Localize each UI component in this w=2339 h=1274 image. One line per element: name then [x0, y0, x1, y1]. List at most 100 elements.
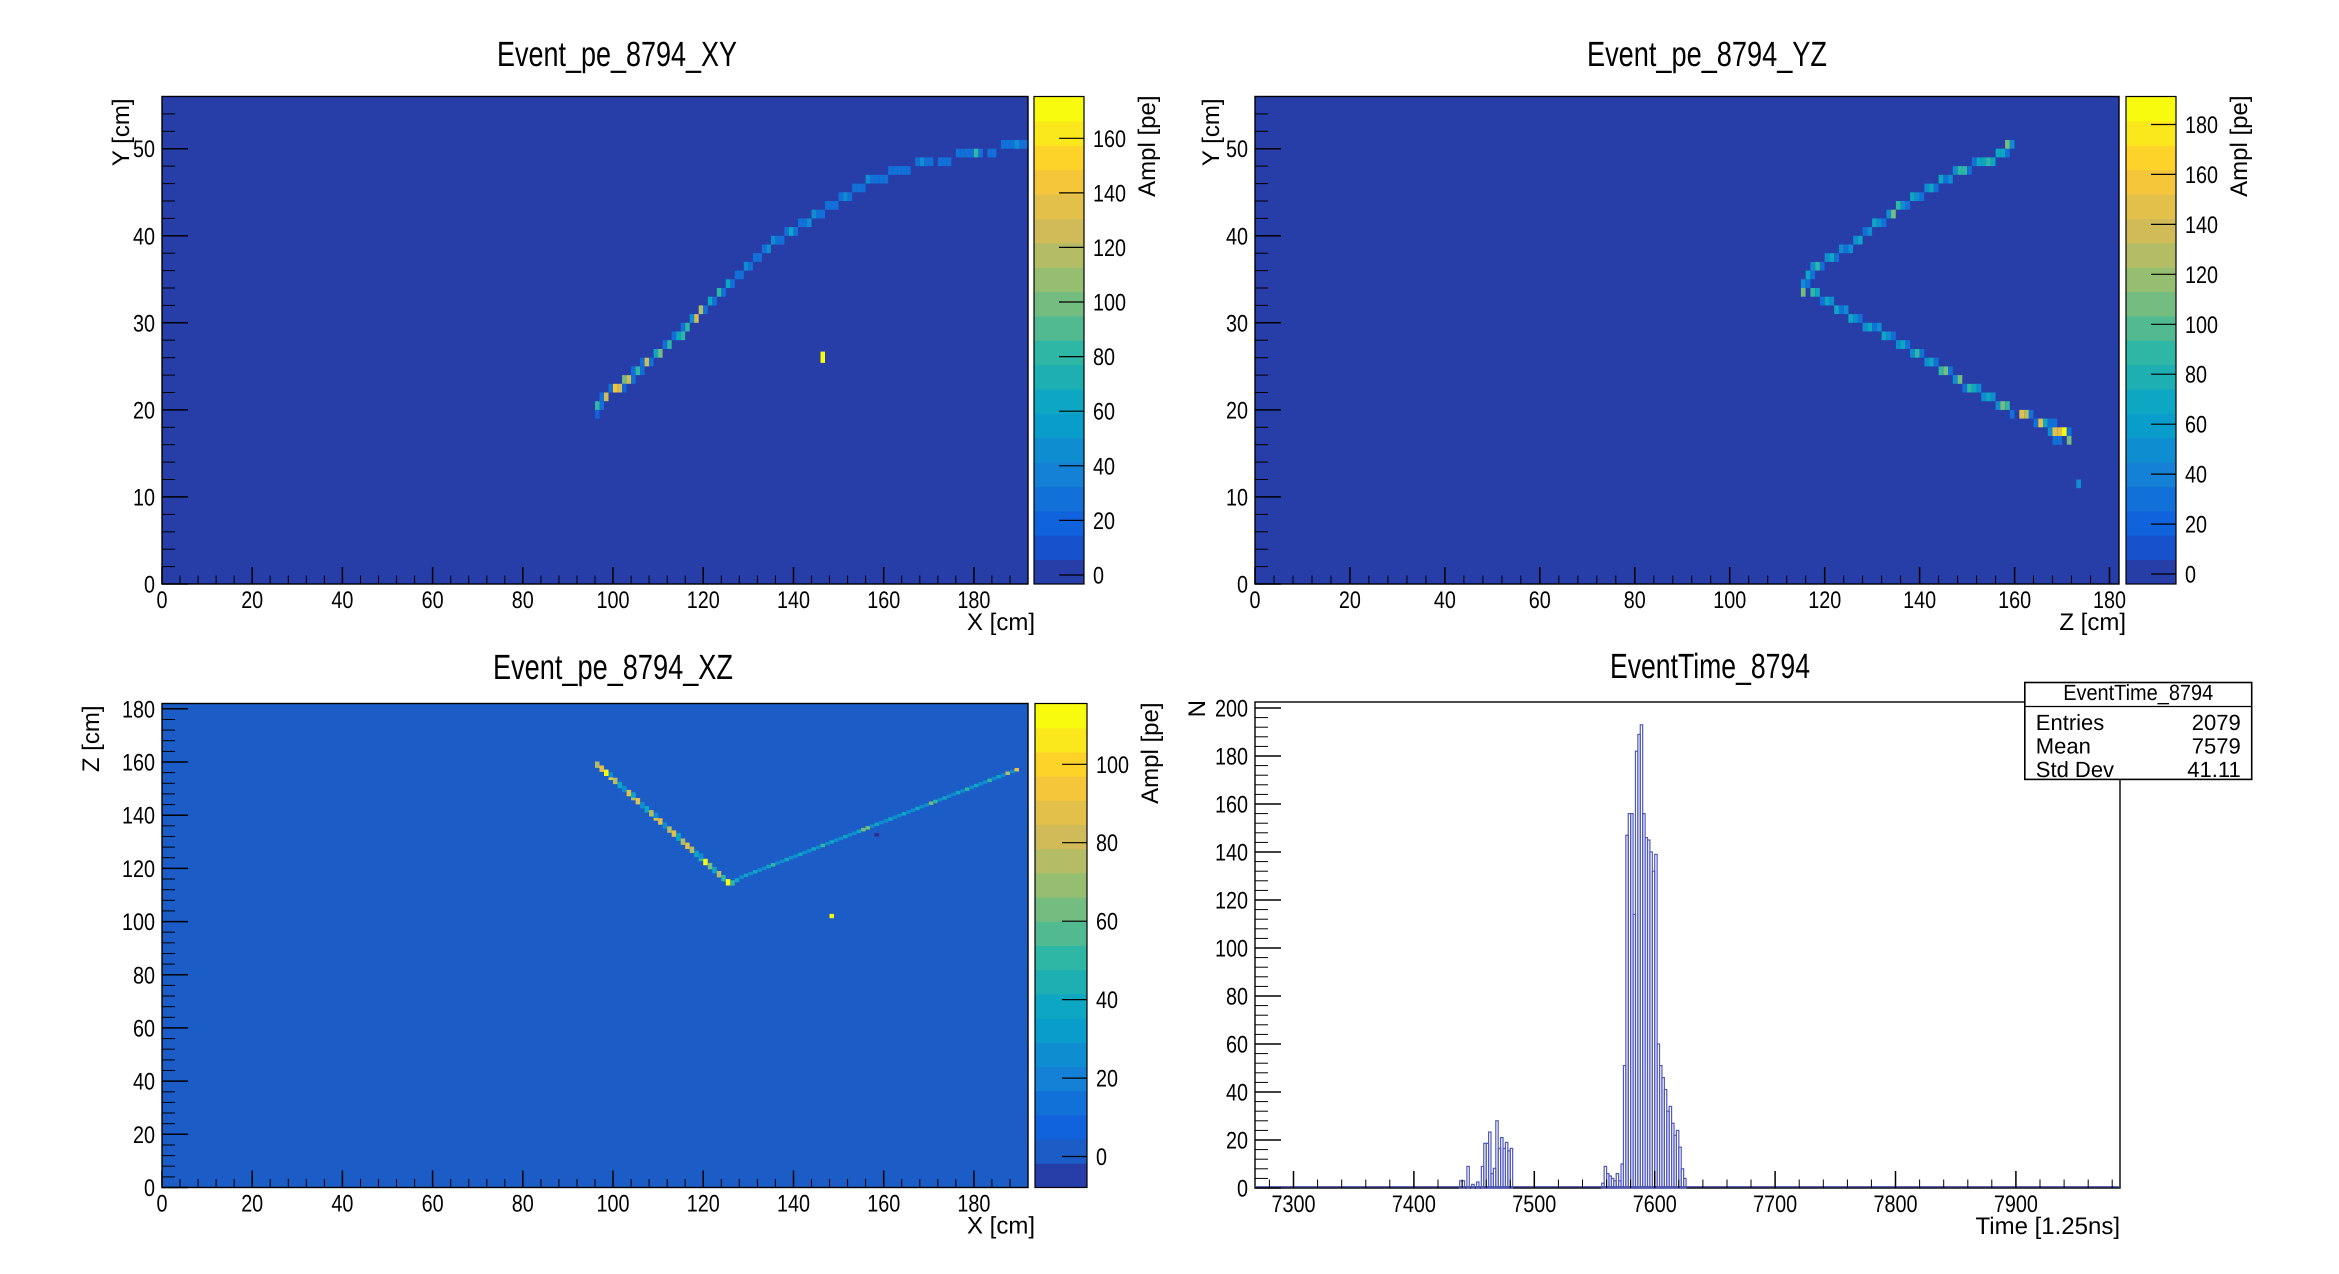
svg-text:7700: 7700	[1753, 1191, 1797, 1218]
svg-text:40: 40	[133, 223, 155, 250]
svg-text:80: 80	[512, 587, 534, 614]
svg-text:Event_pe_8794_YZ: Event_pe_8794_YZ	[1587, 35, 1827, 74]
svg-text:200: 200	[1215, 696, 1248, 723]
svg-text:7800: 7800	[1874, 1191, 1918, 1218]
svg-text:N: N	[1184, 700, 1211, 717]
svg-text:80: 80	[2185, 362, 2207, 389]
svg-text:Ampl [pe]: Ampl [pe]	[1134, 96, 1161, 197]
svg-text:7400: 7400	[1392, 1191, 1436, 1218]
svg-text:160: 160	[1998, 587, 2031, 614]
svg-text:80: 80	[133, 962, 155, 989]
svg-text:2079: 2079	[2192, 710, 2241, 735]
svg-text:40: 40	[331, 587, 353, 614]
svg-text:X [cm]: X [cm]	[967, 609, 1035, 636]
svg-text:80: 80	[1096, 830, 1118, 857]
svg-text:100: 100	[122, 909, 155, 936]
svg-text:0: 0	[1093, 563, 1104, 590]
svg-text:40: 40	[331, 1191, 353, 1218]
svg-text:100: 100	[1215, 936, 1248, 963]
svg-text:120: 120	[1215, 888, 1248, 915]
svg-text:0: 0	[1096, 1144, 1107, 1171]
svg-text:120: 120	[2185, 262, 2218, 289]
svg-text:Entries: Entries	[2036, 710, 2104, 735]
svg-text:80: 80	[1093, 344, 1115, 371]
svg-text:40: 40	[1093, 453, 1115, 480]
svg-text:0: 0	[1250, 587, 1261, 614]
svg-text:180: 180	[957, 1191, 990, 1218]
svg-text:Z [cm]: Z [cm]	[78, 706, 105, 773]
svg-text:160: 160	[1093, 126, 1126, 153]
svg-text:40: 40	[1096, 987, 1118, 1014]
svg-text:60: 60	[2185, 412, 2207, 439]
svg-text:120: 120	[687, 1191, 720, 1218]
svg-text:40: 40	[1434, 587, 1456, 614]
svg-text:7500: 7500	[1512, 1191, 1556, 1218]
svg-text:7300: 7300	[1272, 1191, 1316, 1218]
svg-text:160: 160	[2185, 162, 2218, 189]
svg-text:180: 180	[1215, 744, 1248, 771]
svg-text:140: 140	[777, 1191, 810, 1218]
svg-text:Y [cm]: Y [cm]	[108, 99, 135, 167]
svg-text:80: 80	[1624, 587, 1646, 614]
svg-text:7579: 7579	[2192, 734, 2241, 759]
svg-text:0: 0	[2185, 562, 2196, 589]
svg-text:180: 180	[957, 587, 990, 614]
svg-text:60: 60	[422, 587, 444, 614]
svg-text:80: 80	[512, 1191, 534, 1218]
svg-text:Y [cm]: Y [cm]	[1198, 99, 1225, 167]
svg-text:20: 20	[1096, 1066, 1118, 1093]
svg-text:Event_pe_8794_XZ: Event_pe_8794_XZ	[493, 648, 733, 687]
svg-text:80: 80	[1226, 984, 1248, 1011]
svg-text:140: 140	[777, 587, 810, 614]
svg-text:20: 20	[241, 1191, 263, 1218]
svg-text:Time [1.25ns]: Time [1.25ns]	[1975, 1213, 2120, 1240]
svg-text:40: 40	[133, 1069, 155, 1096]
svg-text:20: 20	[1226, 1128, 1248, 1155]
svg-text:140: 140	[1093, 180, 1126, 207]
svg-text:Mean: Mean	[2036, 734, 2091, 759]
svg-text:20: 20	[1339, 587, 1361, 614]
svg-text:120: 120	[1093, 235, 1126, 262]
svg-text:40: 40	[1226, 1080, 1248, 1107]
svg-text:0: 0	[1237, 572, 1248, 599]
svg-text:X [cm]: X [cm]	[967, 1213, 1035, 1240]
svg-text:10: 10	[1226, 484, 1248, 511]
svg-text:30: 30	[1226, 310, 1248, 337]
svg-text:Ampl [pe]: Ampl [pe]	[1137, 703, 1164, 804]
svg-text:60: 60	[1096, 909, 1118, 936]
svg-text:100: 100	[597, 587, 630, 614]
svg-text:20: 20	[133, 397, 155, 424]
svg-text:Std Dev: Std Dev	[2036, 757, 2114, 782]
svg-text:60: 60	[1226, 1032, 1248, 1059]
svg-text:0: 0	[144, 572, 155, 599]
svg-text:120: 120	[687, 587, 720, 614]
svg-text:100: 100	[1093, 290, 1126, 317]
svg-text:EventTime_8794: EventTime_8794	[2063, 680, 2213, 705]
svg-text:100: 100	[2185, 312, 2218, 339]
svg-text:100: 100	[1096, 752, 1129, 779]
svg-text:Event_pe_8794_XY: Event_pe_8794_XY	[497, 35, 737, 74]
svg-text:20: 20	[241, 587, 263, 614]
svg-text:60: 60	[422, 1191, 444, 1218]
svg-text:41.11: 41.11	[2187, 757, 2240, 782]
svg-text:180: 180	[2093, 587, 2126, 614]
svg-text:140: 140	[1215, 840, 1248, 867]
svg-text:120: 120	[122, 856, 155, 883]
svg-text:0: 0	[157, 587, 168, 614]
svg-text:120: 120	[1808, 587, 1841, 614]
svg-text:160: 160	[122, 750, 155, 777]
svg-text:20: 20	[2185, 512, 2207, 539]
svg-text:160: 160	[867, 1191, 900, 1218]
svg-text:Z [cm]: Z [cm]	[2059, 609, 2126, 636]
svg-text:60: 60	[1093, 399, 1115, 426]
svg-text:60: 60	[1529, 587, 1551, 614]
svg-text:7900: 7900	[1994, 1191, 2038, 1218]
svg-text:7600: 7600	[1633, 1191, 1677, 1218]
svg-text:0: 0	[1237, 1176, 1248, 1203]
svg-text:100: 100	[597, 1191, 630, 1218]
svg-text:40: 40	[1226, 223, 1248, 250]
svg-text:100: 100	[1713, 587, 1746, 614]
svg-text:160: 160	[1215, 792, 1248, 819]
svg-text:60: 60	[133, 1015, 155, 1042]
svg-text:140: 140	[122, 803, 155, 830]
